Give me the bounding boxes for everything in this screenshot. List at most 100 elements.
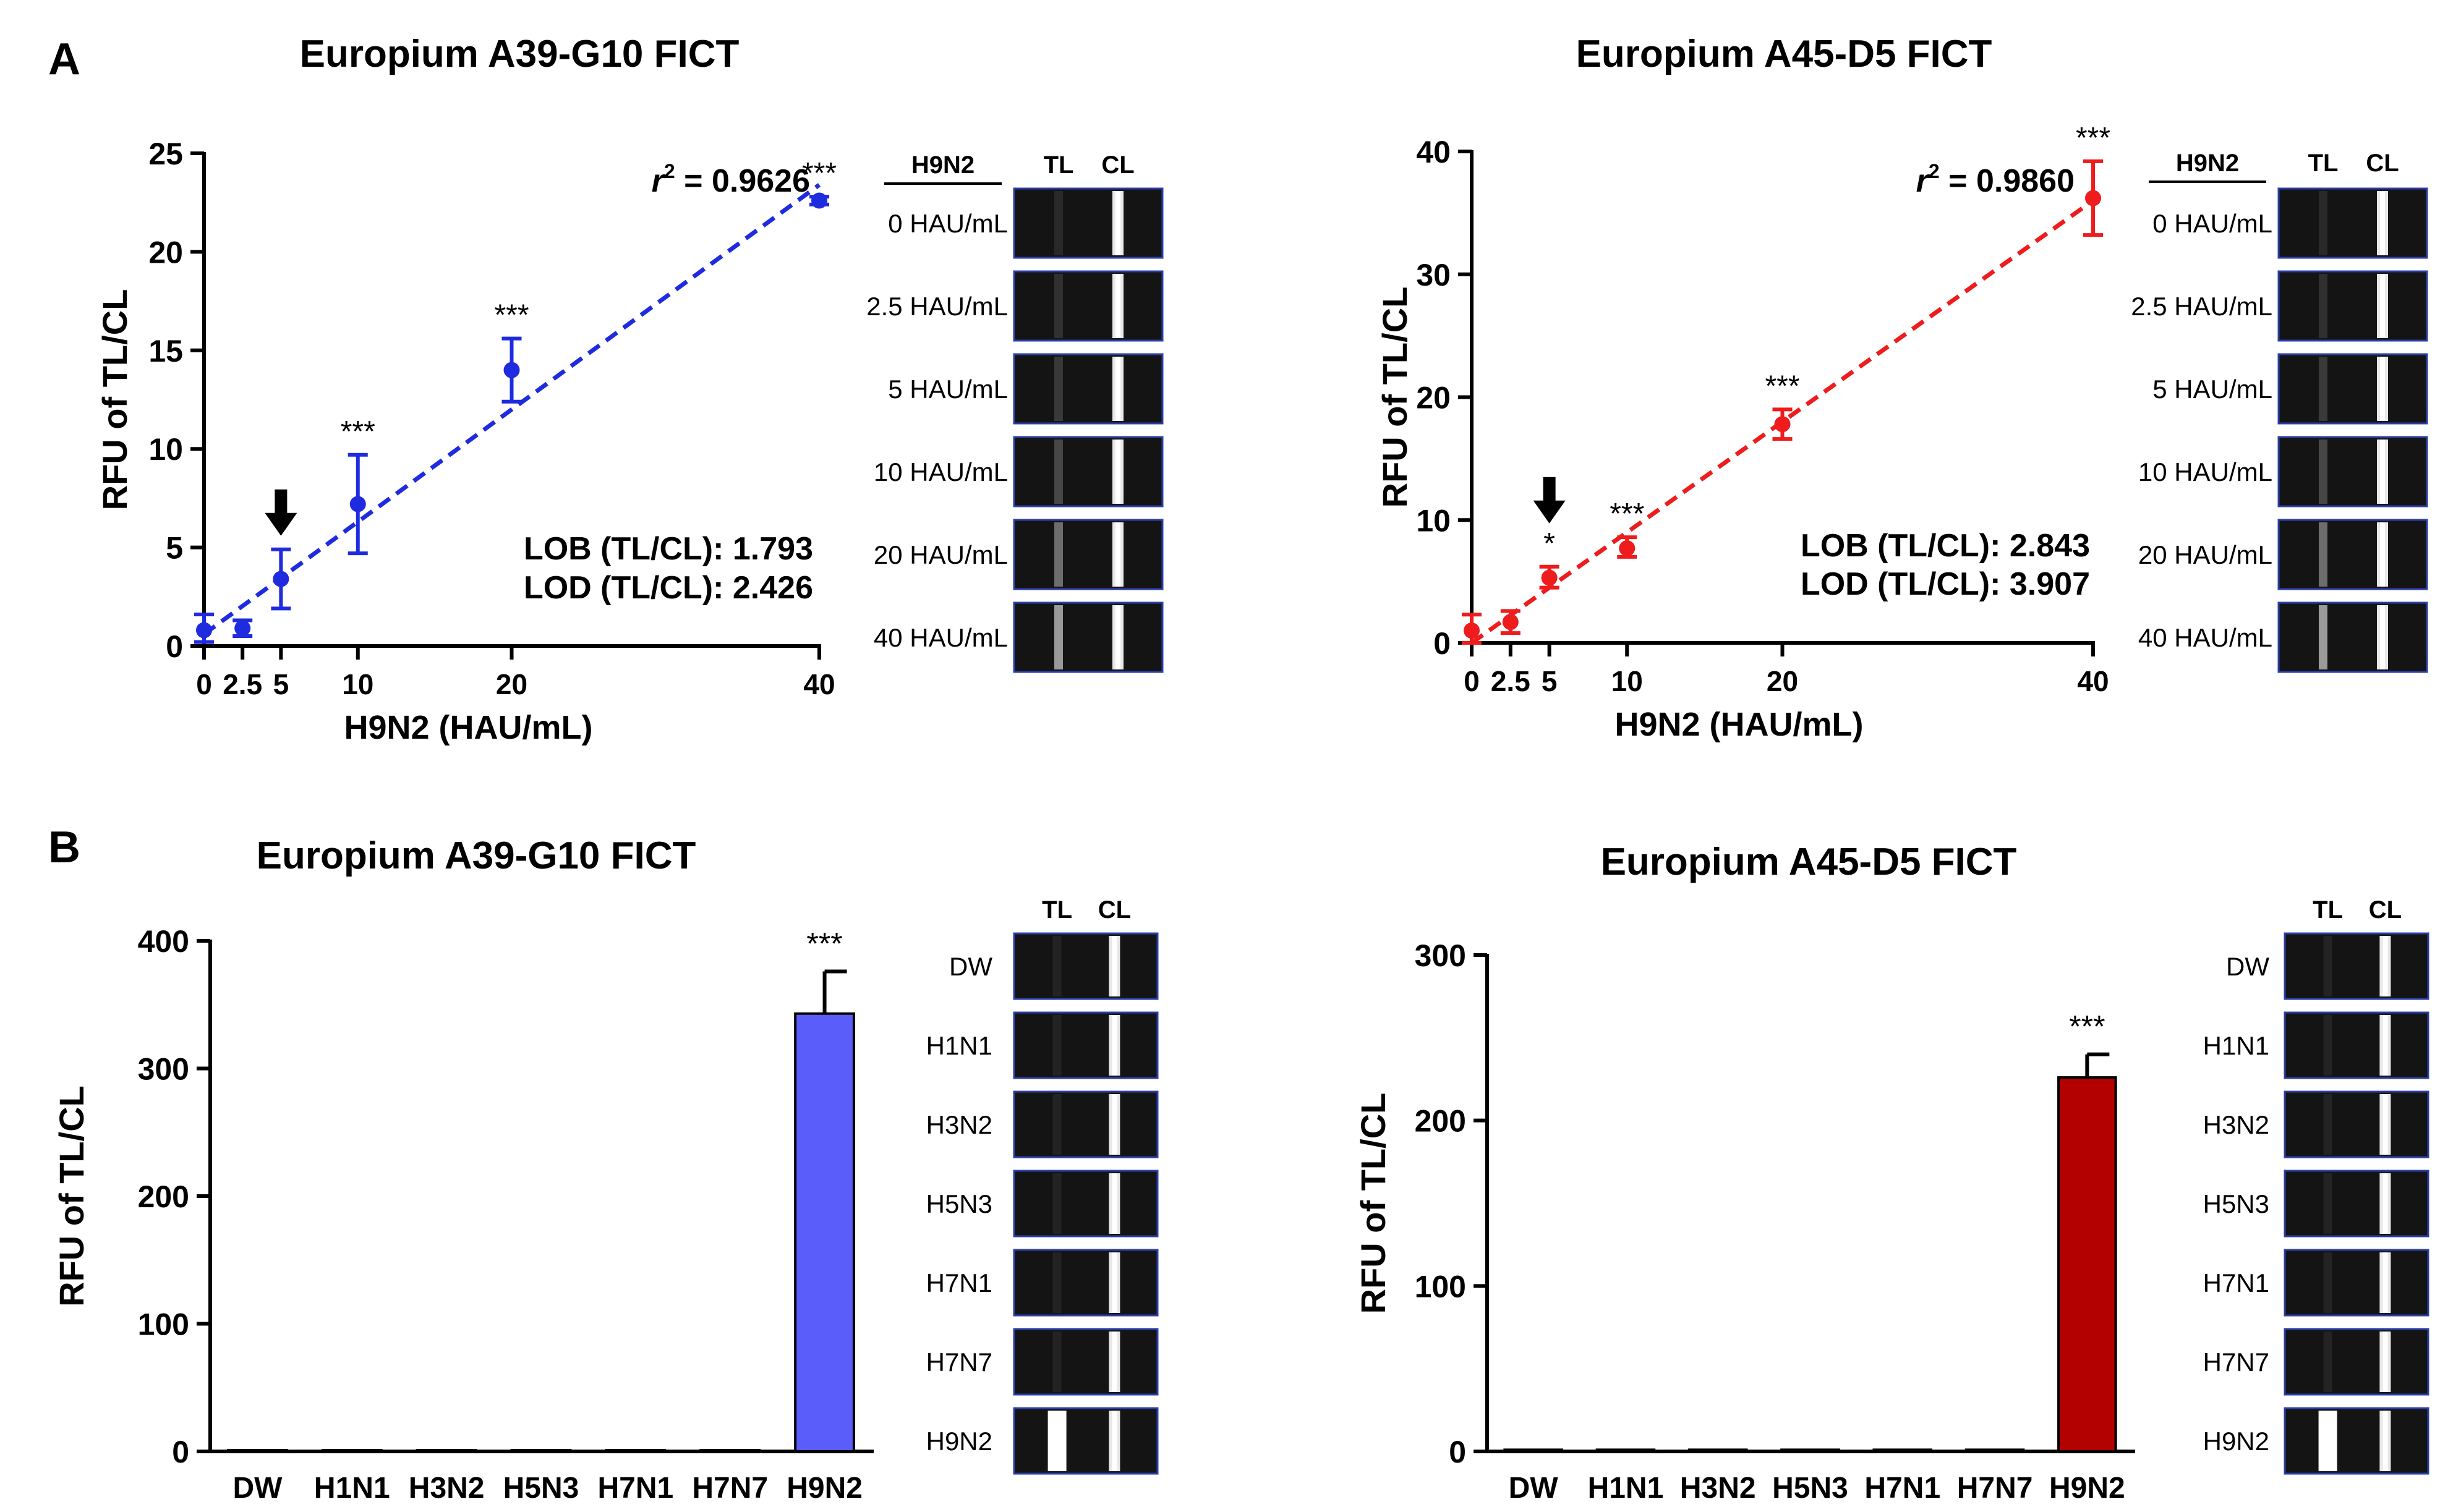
chart-title: Europium A39-G10 FICT (300, 33, 740, 75)
r-symbol: r (1916, 163, 1930, 199)
test-strip (2284, 1407, 2429, 1475)
strip-label: H5N3 (2203, 1189, 2269, 1218)
strip-label: H7N7 (2203, 1348, 2269, 1377)
control-line-core (2382, 936, 2388, 996)
tl-header: TL (2313, 896, 2343, 924)
control-line-core (2380, 274, 2385, 338)
significance-label: *** (802, 157, 837, 190)
control-line-core (1115, 357, 1120, 421)
strip-set-strips-B-right: TL CL DW H1N1 H3N2 H5N3 H7N1 H7N7 H9N2 (2203, 896, 2429, 1475)
control-line-core (2380, 191, 2385, 255)
tl-header: TL (1042, 896, 1072, 924)
chart-title: Europium A45-D5 FICT (1576, 33, 1992, 75)
y-tick-label: 300 (1415, 938, 1466, 973)
strip-set-strips-A-left: H9N2 TL CL 0 HAU/mL 2.5 HAU/mL 5 HAU/mL 10 HAU… (866, 151, 1164, 673)
significance-label: * (1543, 527, 1555, 560)
strip-label: 40 HAU/mL (2138, 623, 2272, 652)
strip-label: H7N7 (926, 1348, 992, 1377)
data-point (1464, 622, 1480, 639)
bar (227, 1448, 288, 1453)
x-tick-label: 0 (1464, 665, 1480, 697)
x-tick-label: H7N1 (597, 1472, 673, 1505)
significance-label: *** (1610, 498, 1644, 530)
test-line-band (2323, 936, 2332, 996)
test-strip (1013, 932, 1159, 1000)
control-line-core (2380, 522, 2385, 587)
y-tick-label: 100 (138, 1307, 189, 1342)
tl-header: TL (2308, 150, 2339, 177)
test-strip (2277, 270, 2428, 342)
strip-label: 5 HAU/mL (2152, 375, 2272, 404)
y-tick-label: 0 (1433, 626, 1451, 661)
y-tick-label: 20 (1416, 381, 1451, 415)
test-strip (1013, 1328, 1159, 1396)
test-line-band (1054, 191, 1063, 255)
significance-label: *** (341, 415, 375, 448)
control-line-core (1112, 1411, 1117, 1471)
bar (794, 1012, 855, 1453)
cl-header: CL (1098, 896, 1131, 924)
x-tick-label: 5 (273, 668, 289, 700)
test-line-band (1054, 605, 1063, 669)
x-tick-label: 10 (342, 668, 373, 700)
test-line-band (2319, 274, 2327, 338)
control-line-core (1115, 522, 1120, 587)
cl-header: CL (2366, 150, 2399, 177)
strip-set-strips-A-right: H9N2 TL CL 0 HAU/mL 2.5 HAU/mL 5 HAU/mL 10 HAU… (2131, 150, 2428, 673)
control-line-core (2382, 1015, 2388, 1076)
bar (1687, 1448, 1748, 1453)
test-strip (1013, 436, 1164, 508)
strip-label: H5N3 (926, 1189, 992, 1218)
lod-label: LOD (TL/CL): 2.426 (524, 570, 813, 606)
strip-label: H1N1 (926, 1031, 992, 1060)
test-strip (1013, 1170, 1159, 1238)
data-point (349, 496, 366, 512)
control-line-core (2382, 1411, 2388, 1471)
bar (2057, 1076, 2117, 1453)
test-strip (2284, 1170, 2429, 1238)
significance-label: *** (806, 927, 842, 961)
test-line-band (1054, 522, 1063, 587)
tl-header: TL (1044, 151, 1074, 179)
test-line-band (2323, 1015, 2332, 1076)
test-strip (1013, 1090, 1159, 1158)
cl-header: CL (1101, 151, 1134, 179)
strip-header: H9N2 (2176, 150, 2239, 177)
bar (1964, 1448, 2025, 1453)
r-symbol: r (652, 163, 666, 199)
test-line-band (2319, 522, 2327, 587)
down-arrow-icon (265, 489, 297, 536)
y-tick-label: 0 (172, 1435, 189, 1469)
test-line-band (1054, 357, 1063, 421)
control-line-core (1115, 440, 1120, 504)
chart-title: Europium A45-D5 FICT (1601, 841, 2017, 883)
bar (321, 1448, 383, 1453)
x-tick-label: H7N7 (692, 1472, 768, 1505)
test-line-band (1052, 1331, 1062, 1392)
strip-label: H1N1 (2203, 1031, 2269, 1060)
y-tick-label: 15 (148, 334, 183, 368)
control-line-core (1112, 1252, 1117, 1313)
data-point (1541, 569, 1558, 586)
x-tick-label: H1N1 (314, 1472, 390, 1505)
strip-label: 10 HAU/mL (874, 457, 1008, 486)
strip-label: H9N2 (2203, 1427, 2269, 1456)
x-tick-label: 40 (2077, 665, 2109, 697)
x-tick-label: H1N1 (1588, 1472, 1664, 1505)
strip-label: 2.5 HAU/mL (2131, 292, 2272, 321)
y-tick-label: 25 (148, 137, 183, 171)
r-power: 2 (1929, 160, 1940, 182)
strip-label: H3N2 (2203, 1110, 2269, 1139)
x-tick-label: 2.5 (223, 668, 262, 700)
test-line-band (2319, 357, 2327, 421)
test-strip (1013, 187, 1164, 259)
x-tick-label: H3N2 (1680, 1472, 1756, 1505)
bar (1780, 1448, 1840, 1453)
x-tick-label: H3N2 (409, 1472, 485, 1505)
test-strip (1013, 519, 1164, 590)
y-axis-label: RFU of TL/CL (1375, 287, 1414, 508)
bar (510, 1448, 572, 1453)
control-line-core (2382, 1173, 2388, 1234)
test-line-band (1052, 1173, 1062, 1234)
strip-label: 5 HAU/mL (888, 375, 1008, 404)
